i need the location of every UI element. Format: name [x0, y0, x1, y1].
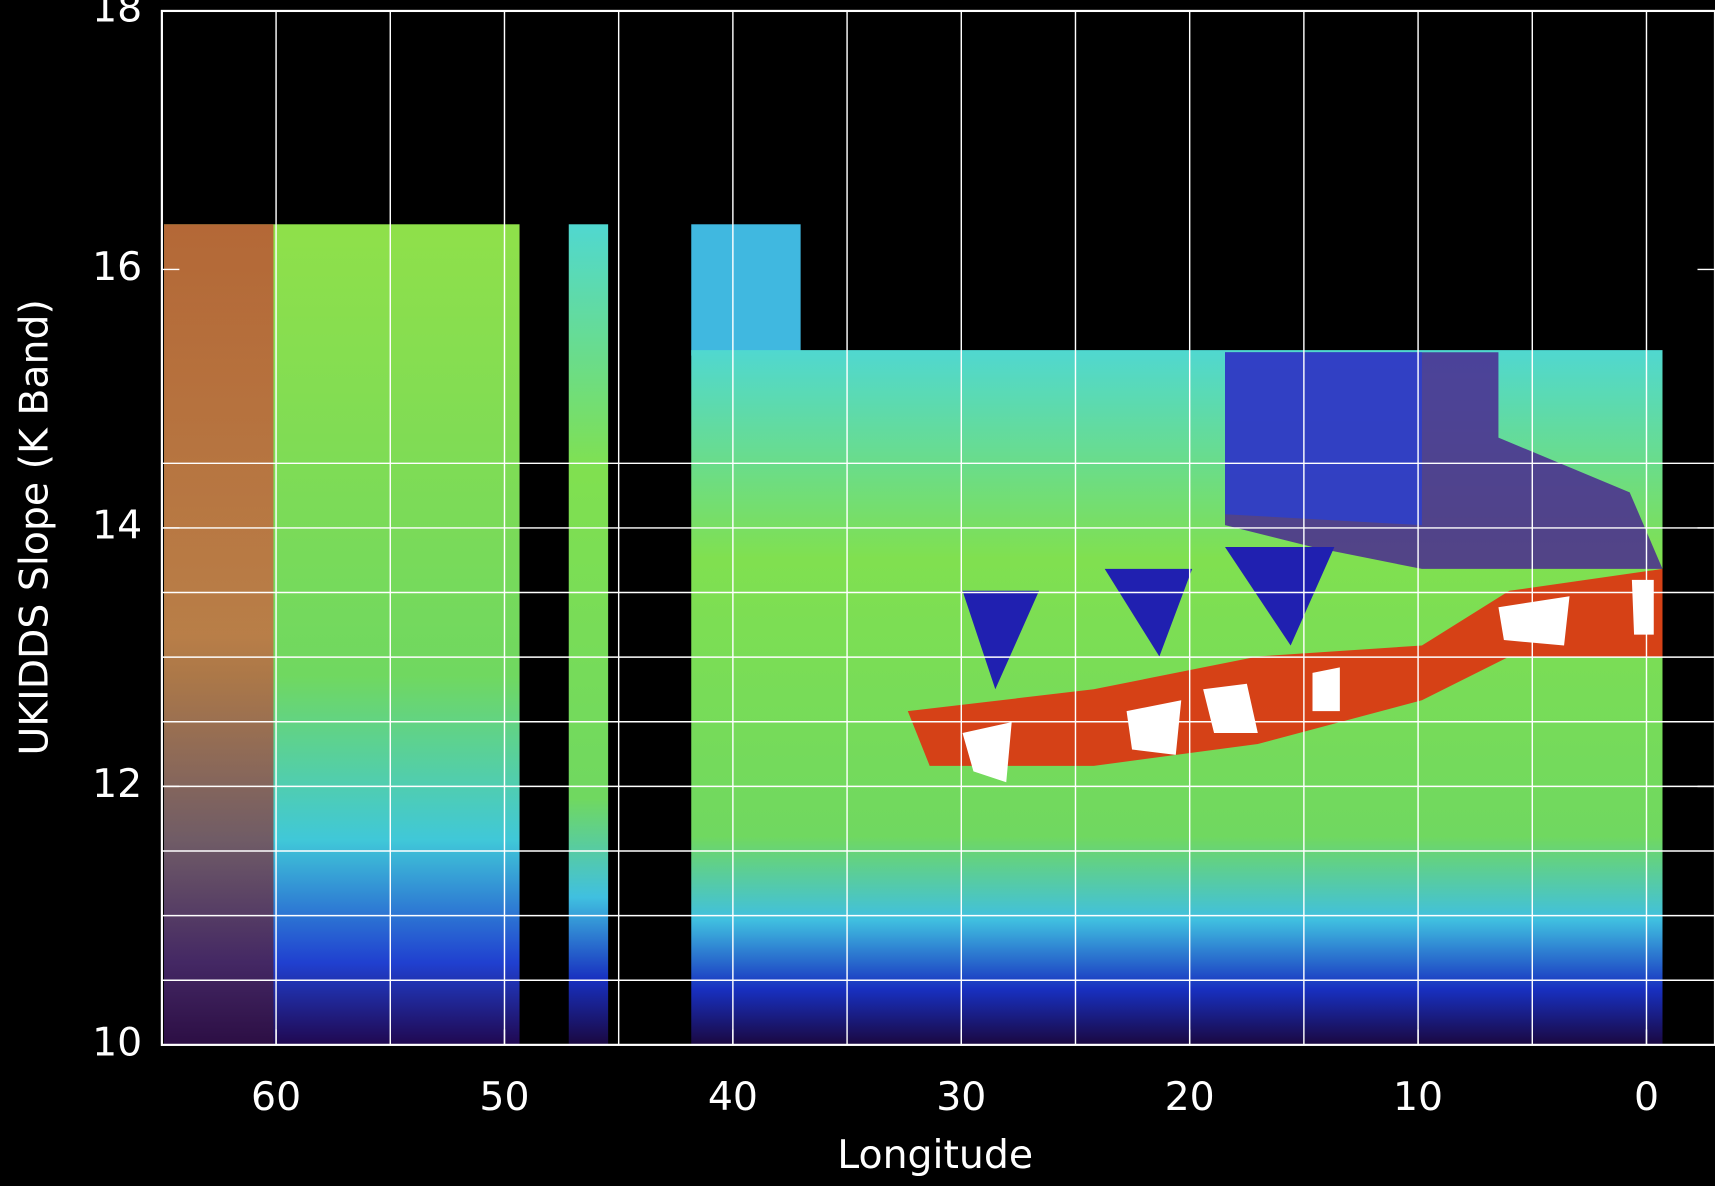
plot-frame	[160, 9, 1715, 1046]
x-tick-label: 0	[1634, 1074, 1659, 1120]
heat-region	[907, 568, 1663, 766]
heatmap-image	[164, 224, 1663, 1045]
heat-region	[568, 224, 609, 1045]
heat-region	[691, 224, 801, 356]
axes: 60 50 40 30 20 10 0 10 12 14 16 18	[92, 0, 1715, 1120]
heat-region	[962, 547, 1335, 690]
y-tick-label: 14	[92, 502, 142, 548]
heat-region	[164, 224, 274, 1045]
y-tick-label: 12	[92, 761, 142, 807]
y-tick-label: 18	[92, 0, 142, 31]
x-tick-label: 30	[936, 1074, 986, 1120]
x-tick-label: 60	[251, 1074, 301, 1120]
x-axis-label: Longitude	[837, 1132, 1033, 1178]
x-tick-label: 50	[479, 1074, 529, 1120]
y-axis-label: UKIDDS Slope (K Band)	[12, 299, 58, 755]
x-tick-label: 20	[1165, 1074, 1215, 1120]
x-tick-label: 40	[708, 1074, 758, 1120]
y-tick-label: 16	[92, 244, 142, 290]
x-tick-label: 10	[1393, 1074, 1443, 1120]
heat-region	[1225, 352, 1422, 526]
heat-region	[962, 579, 1654, 783]
y-tick-label: 10	[92, 1019, 142, 1065]
